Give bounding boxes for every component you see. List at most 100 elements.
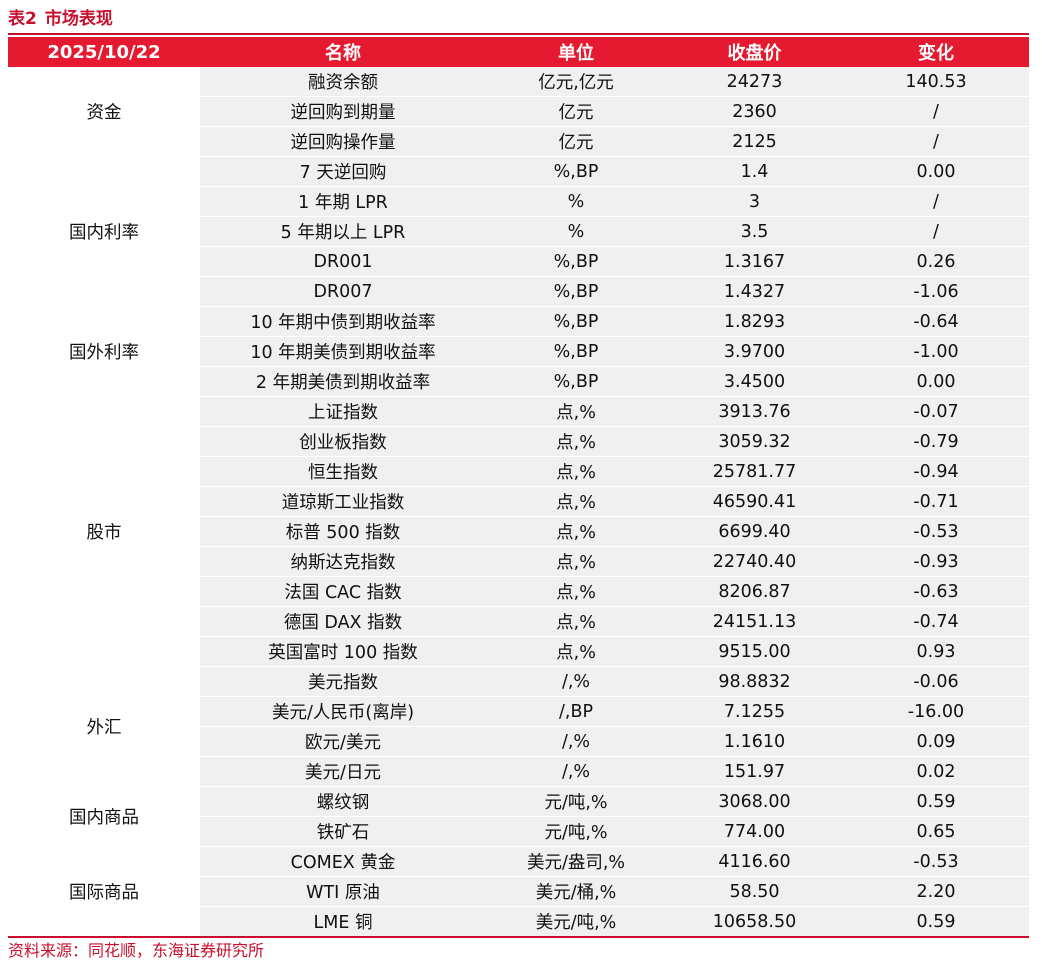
table-row: 道琼斯工业指数 点,% 46590.41 -0.71 (8, 487, 1029, 517)
header-name: 名称 (200, 37, 486, 67)
cell-change: -0.64 (843, 307, 1029, 337)
cell-unit: %,BP (486, 367, 666, 397)
cell-change: -0.74 (843, 607, 1029, 637)
cell-close: 151.97 (666, 757, 843, 787)
cell-close: 774.00 (666, 817, 843, 847)
table-body: 资金 融资余额 亿元,亿元 24273 140.53 逆回购到期量 亿元 2360/逆回购操作… (8, 67, 1029, 937)
cell-change: -0.53 (843, 847, 1029, 877)
cell-unit: 亿元 (486, 127, 666, 157)
cell-name: DR007 (200, 277, 486, 307)
header-change: 变化 (843, 37, 1029, 67)
table-row: 10 年期美债到期收益率 %,BP 3.9700 -1.00 (8, 337, 1029, 367)
cell-change: / (843, 97, 1029, 127)
cell-unit: % (486, 217, 666, 247)
cell-unit: 元/吨,% (486, 787, 666, 817)
cell-change: 0.09 (843, 727, 1029, 757)
cell-unit: % (486, 187, 666, 217)
cell-change: 0.02 (843, 757, 1029, 787)
group-label: 资金 (8, 67, 200, 157)
table-row: LME 铜美元/吨,% 10658.50 0.59 (8, 907, 1029, 937)
table-row: 恒生指数 点,% 25781.77 -0.94 (8, 457, 1029, 487)
cell-close: 9515.00 (666, 637, 843, 667)
cell-change: 0.93 (843, 637, 1029, 667)
cell-close: 46590.41 (666, 487, 843, 517)
table-row: DR001 %,BP 1.3167 0.26 (8, 247, 1029, 277)
cell-name: 英国富时 100 指数 (200, 637, 486, 667)
cell-close: 98.8832 (666, 667, 843, 697)
cell-name: 逆回购操作量 (200, 127, 486, 157)
cell-close: 7.1255 (666, 697, 843, 727)
cell-change: 0.59 (843, 907, 1029, 937)
cell-change: -1.00 (843, 337, 1029, 367)
cell-name: 道琼斯工业指数 (200, 487, 486, 517)
market-table: 2025/10/22 名称 单位 收盘价 变化 资金 融资余额 亿元,亿元 24273… (8, 37, 1029, 937)
cell-close: 1.1610 (666, 727, 843, 757)
cell-name: 美元/人民币(离岸) (200, 697, 486, 727)
table-row: 逆回购操作量 亿元 2125/ (8, 127, 1029, 157)
cell-change: 0.00 (843, 367, 1029, 397)
cell-close: 3059.32 (666, 427, 843, 457)
cell-change: -0.79 (843, 427, 1029, 457)
cell-close: 22740.40 (666, 547, 843, 577)
cell-unit: 点,% (486, 637, 666, 667)
cell-change: 0.26 (843, 247, 1029, 277)
cell-close: 1.3167 (666, 247, 843, 277)
cell-close: 6699.40 (666, 517, 843, 547)
header-row: 2025/10/22 名称 单位 收盘价 变化 (8, 37, 1029, 67)
cell-name: 2 年期美债到期收益率 (200, 367, 486, 397)
cell-name: 欧元/美元 (200, 727, 486, 757)
table-title: 市场表现 (44, 9, 113, 29)
cell-change: -16.00 (843, 697, 1029, 727)
table-row: 纳斯达克指数 点,% 22740.40 -0.93 (8, 547, 1029, 577)
cell-name: 美元/日元 (200, 757, 486, 787)
cell-change: 2.20 (843, 877, 1029, 907)
table-row: 国内利率 7 天逆回购 %,BP 1.4 0.00 (8, 157, 1029, 307)
cell-name: 1 年期 LPR (200, 187, 486, 217)
cell-change: / (843, 187, 1029, 217)
table-row: 英国富时 100 指数 点,% 9515.00 0.93 (8, 637, 1029, 667)
table-row: 外汇 美元指数/,% 98.8832 -0.06 (8, 667, 1029, 787)
cell-name: WTI 原油 (200, 877, 486, 907)
table-row: 德国 DAX 指数 点,% 24151.13 -0.74 (8, 607, 1029, 637)
cell-close: 2360 (666, 97, 843, 127)
cell-close: 58.50 (666, 877, 843, 907)
cell-unit: /,BP (486, 697, 666, 727)
cell-unit: 点,% (486, 547, 666, 577)
group-label: 外汇 (8, 667, 200, 787)
top-rule (8, 33, 1029, 35)
cell-name: 纳斯达克指数 (200, 547, 486, 577)
cell-name: 10 年期美债到期收益率 (200, 337, 486, 367)
cell-close: 1.4327 (666, 277, 843, 307)
header-close: 收盘价 (666, 37, 843, 67)
cell-unit: 点,% (486, 517, 666, 547)
group-label: 股市 (8, 397, 200, 667)
cell-name: 铁矿石 (200, 817, 486, 847)
cell-unit: %,BP (486, 307, 666, 337)
cell-close: 24151.13 (666, 607, 843, 637)
cell-unit: /,% (486, 757, 666, 787)
cell-name: 上证指数 (200, 397, 486, 427)
bottom-rule (8, 936, 1029, 938)
table-row: 资金 融资余额 亿元,亿元 24273 140.53 (8, 67, 1029, 157)
table-caption: 表2 市场表现 (8, 6, 113, 32)
cell-change: -1.06 (843, 277, 1029, 307)
header-unit: 单位 (486, 37, 666, 67)
cell-change: -0.93 (843, 547, 1029, 577)
group-label: 国内商品 (8, 787, 200, 847)
cell-name: 创业板指数 (200, 427, 486, 457)
table-row: 国内商品 螺纹钢 元/吨,% 3068.00 0.59 (8, 787, 1029, 847)
cell-change: -0.63 (843, 577, 1029, 607)
cell-close: 2125 (666, 127, 843, 157)
table-row: 法国 CAC 指数 点,% 8206.87 -0.63 (8, 577, 1029, 607)
cell-unit: 亿元,亿元 (486, 67, 666, 97)
cell-close: 3913.76 (666, 397, 843, 427)
cell-name: 法国 CAC 指数 (200, 577, 486, 607)
cell-unit: 元/吨,% (486, 817, 666, 847)
table-row: 美元/日元/,% 151.97 0.02 (8, 757, 1029, 787)
cell-close: 24273 (666, 67, 843, 97)
cell-change: 0.65 (843, 817, 1029, 847)
cell-change: -0.94 (843, 457, 1029, 487)
cell-close: 3.9700 (666, 337, 843, 367)
cell-unit: 点,% (486, 607, 666, 637)
cell-unit: 美元/吨,% (486, 907, 666, 937)
